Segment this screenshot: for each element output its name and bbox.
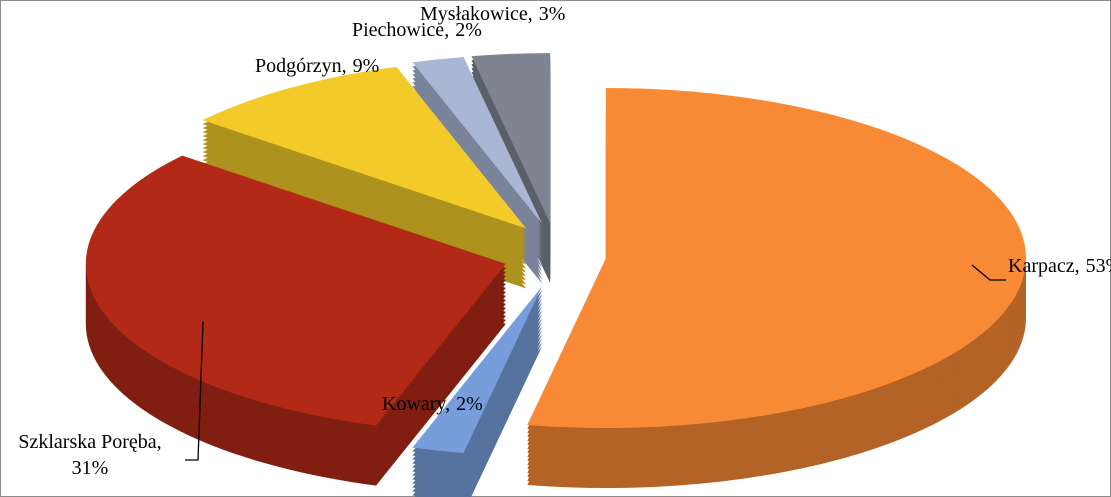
- data-label-name: Mysłakowice,: [420, 3, 533, 25]
- data-label: Karpacz, 53%: [1008, 255, 1111, 277]
- data-label: Szklarska Poręba, 31%: [18, 431, 161, 479]
- pie: [85, 53, 1026, 497]
- slice: [471, 53, 551, 224]
- slice-side: [412, 77, 543, 245]
- slice: [527, 88, 1026, 429]
- data-label-value: 53%: [1086, 255, 1111, 277]
- data-label-value: 3%: [539, 3, 566, 25]
- data-label: Podgórzyn, 9%: [255, 55, 379, 77]
- slice: [412, 57, 543, 225]
- data-label: Kowary, 2%: [382, 393, 483, 415]
- slice-side: [412, 81, 543, 249]
- leader-line: [185, 321, 204, 461]
- data-label: Piechowice, 2%: [352, 19, 482, 41]
- data-label-name: Szklarska Poręba,: [18, 431, 161, 453]
- data-label-name: Karpacz,: [1008, 255, 1080, 277]
- data-label-name: Piechowice,: [352, 19, 449, 41]
- slice: [85, 155, 506, 426]
- data-label-name: Kowary,: [382, 393, 450, 415]
- data-label-value: 2%: [456, 393, 483, 415]
- slice: [202, 66, 527, 229]
- data-label: Mysłakowice, 3%: [420, 3, 565, 25]
- slice-side: [412, 61, 543, 229]
- slice-side: [412, 65, 543, 233]
- slice: [412, 285, 543, 453]
- data-label-value: 2%: [455, 19, 482, 41]
- leader-line: [971, 264, 1006, 281]
- data-label-value: 9%: [353, 55, 380, 77]
- slice-side: [412, 73, 543, 241]
- data-label-name: Podgórzyn,: [255, 55, 347, 77]
- data-label-value: 31%: [72, 457, 109, 479]
- labels: Karpacz, 53% Kowary, 2% Szklarska Poręba, 31%…: [18, 3, 1111, 479]
- slice-side: [412, 69, 543, 237]
